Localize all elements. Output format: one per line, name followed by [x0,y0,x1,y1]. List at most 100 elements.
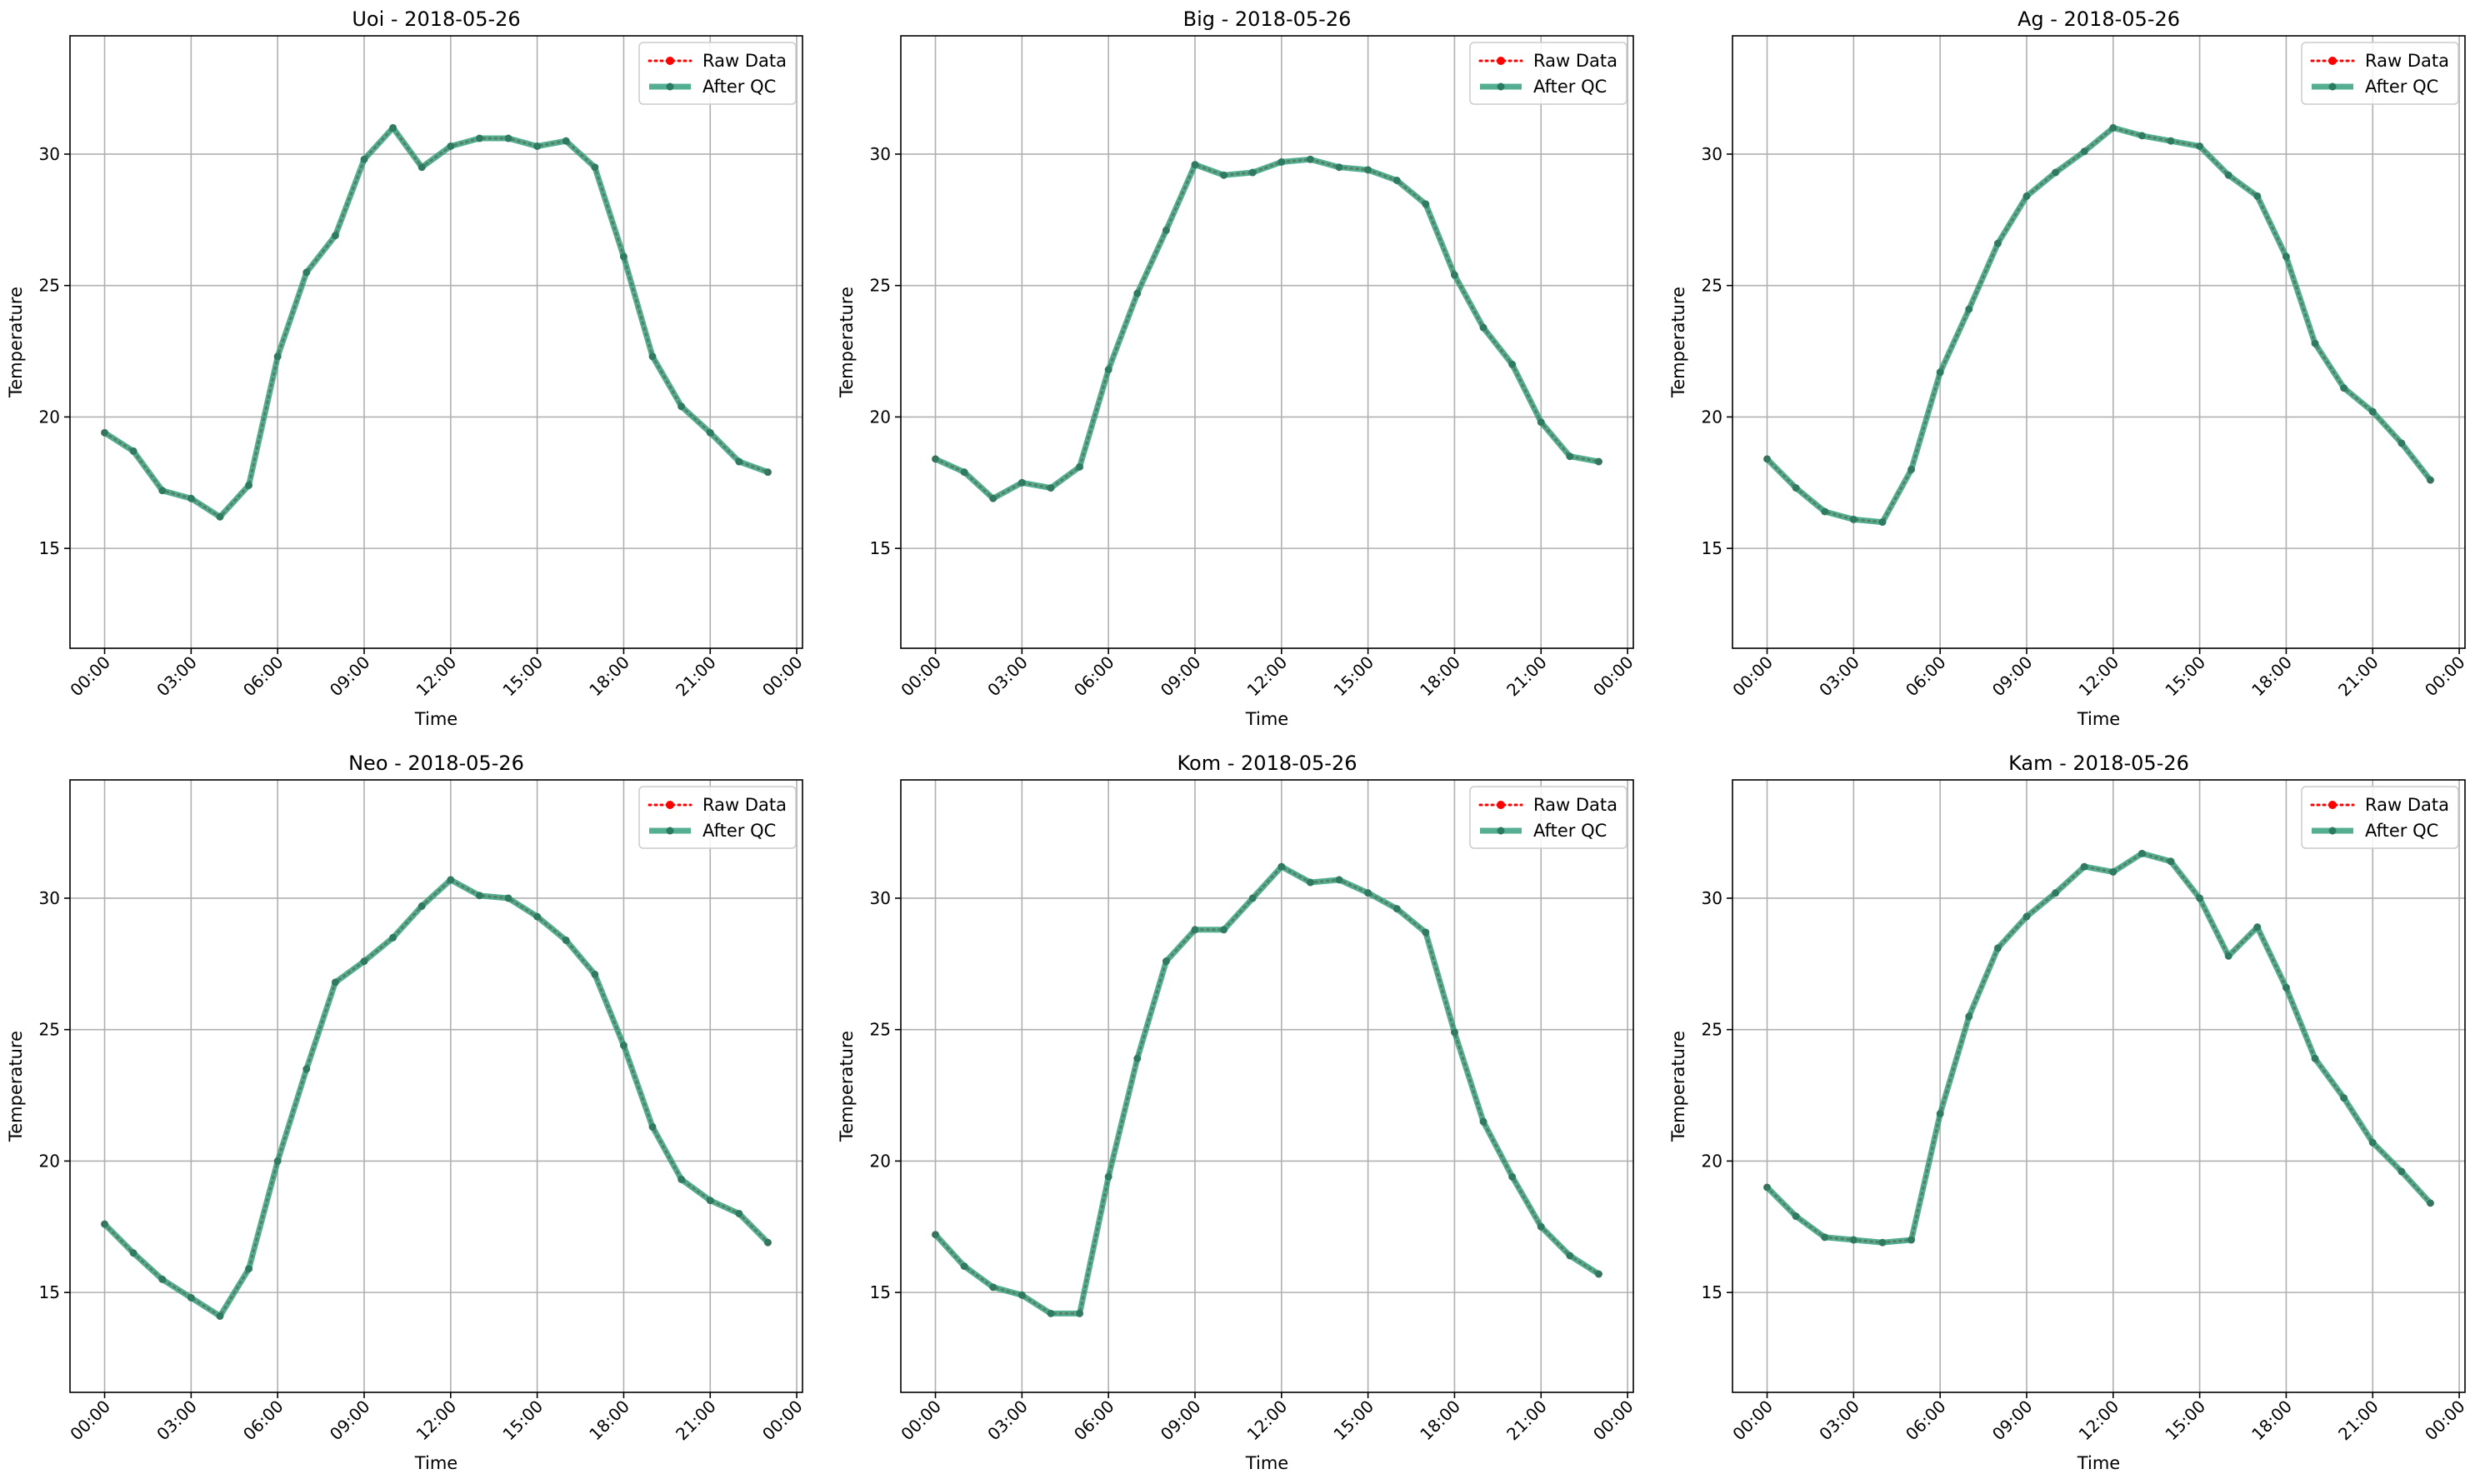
after-qc-point [1248,894,1257,902]
x-tick-label: 09:00 [326,1397,374,1445]
after-qc-point [2167,857,2175,866]
x-tick-label: 00:00 [1728,652,1777,701]
x-tick-label: 18:00 [585,1397,633,1445]
x-tick-label: 15:00 [2161,652,2209,701]
y-axis-label: Temperature [6,1031,26,1142]
x-tick-label: 18:00 [2248,652,2296,701]
x-tick-label: 06:00 [1070,1397,1118,1445]
after-qc-point [1993,239,2002,247]
x-tick-label: 03:00 [983,652,1032,701]
after-qc-point [706,1197,714,1205]
y-tick-label: 20 [39,407,60,427]
raw-data-line [1766,126,2432,524]
after-qc-point [1450,271,1458,279]
after-qc-point [1993,944,2002,952]
after-qc-point [1821,507,1829,516]
chart-panel-1: 15 20 25 30 00:00 03:00 06:00 09:00 12:00 15:00 18… [837,7,1638,729]
y-tick-label: 15 [1702,1282,1722,1302]
x-tick-label: 00:00 [758,652,807,701]
after-qc-point [1104,1172,1112,1181]
chart-panel-0: 15 20 25 30 00:00 03:00 06:00 09:00 12:00 15:00 18… [6,7,807,729]
x-tick-label: 15:00 [498,1397,547,1445]
after-qc-point [302,268,311,277]
x-axis-label: Time [1245,1453,1288,1473]
after-qc-point [678,402,686,411]
after-qc-point [245,1265,253,1273]
x-tick-label: 00:00 [1589,1397,1638,1445]
after-qc-point [2282,252,2290,261]
after-qc-point [273,1157,282,1165]
x-tick-label: 06:00 [1902,1397,1950,1445]
after-qc-point [1965,305,1973,313]
x-tick-label: 00:00 [1589,652,1638,701]
after-qc-point [1508,360,1517,368]
y-axis-label: Temperature [837,1031,857,1142]
x-tick-label: 09:00 [1157,652,1205,701]
after-qc-point [2224,952,2232,960]
after-qc-point [533,142,542,150]
after-qc-point [475,892,483,900]
after-qc-point [331,232,339,240]
after-qc-point [2138,132,2146,140]
after-qc-point [1162,226,1170,234]
after-qc-point [2080,147,2088,156]
y-tick-label: 30 [39,144,60,164]
chart-title: Kom - 2018-05-26 [1178,752,1358,775]
after-qc-line [934,156,1600,502]
after-qc-line [102,877,770,1319]
after-qc-line [1765,850,2433,1246]
x-tick-label: 09:00 [1988,652,2037,701]
after-qc-point [1047,1309,1055,1317]
x-axis-label: Time [414,709,458,729]
after-qc-point [735,457,743,466]
y-tick-label: 30 [870,144,891,164]
x-tick-label: 03:00 [152,652,201,701]
after-qc-point [1908,1236,1916,1244]
x-tick-label: 00:00 [66,1397,114,1445]
x-tick-label: 15:00 [1329,652,1378,701]
x-tick-label: 00:00 [2421,1397,2469,1445]
chart-panel-3: 15 20 25 30 00:00 03:00 06:00 09:00 12:00 15:00 18… [6,752,807,1473]
after-qc-point [2138,849,2146,857]
after-qc-point [591,970,599,978]
after-qc-point [1422,928,1430,937]
after-qc-point [1191,926,1199,934]
after-qc-point [273,352,282,361]
legend-raw-label: Raw Data [2365,795,2449,815]
chart-panel-5: 15 20 25 30 00:00 03:00 06:00 09:00 12:00 15:00 18… [1668,752,2469,1473]
after-qc-point [1162,957,1170,966]
after-qc-point [1878,518,1887,527]
after-qc-point [101,1220,109,1228]
x-tick-label: 12:00 [2075,1397,2123,1445]
x-tick-label: 21:00 [1502,1397,1551,1445]
x-tick-label: 09:00 [1988,1397,2037,1445]
after-qc-point [2340,384,2348,392]
legend: Raw Data After QC [638,42,797,105]
after-qc-point [1278,157,1286,166]
y-tick-label: 30 [39,888,60,908]
after-qc-point [1792,1212,1800,1221]
y-axis-label: Temperature [1668,287,1688,398]
after-qc-point [302,1065,311,1073]
after-qc-point [1908,465,1916,473]
x-tick-label: 18:00 [585,652,633,701]
after-qc-point [187,494,195,502]
after-qc-point [389,123,398,132]
after-qc-point [2052,168,2060,177]
after-qc-point [1849,1236,1858,1244]
after-qc-point [1047,484,1055,492]
x-tick-label: 18:00 [2248,1397,2296,1445]
after-qc-point [763,468,772,477]
x-tick-label: 03:00 [1815,652,1863,701]
x-tick-label: 06:00 [239,652,288,701]
y-tick-label: 25 [1702,276,1722,296]
after-qc-point [1566,452,1574,461]
legend-qc-label: After QC [1533,821,1607,841]
x-tick-label: 00:00 [897,652,945,701]
after-qc-point [1133,289,1142,297]
after-qc-point [1018,478,1026,487]
after-qc-point [1104,366,1112,374]
after-qc-point [187,1293,195,1302]
after-qc-point [2426,1199,2434,1207]
after-qc-point [216,512,224,521]
